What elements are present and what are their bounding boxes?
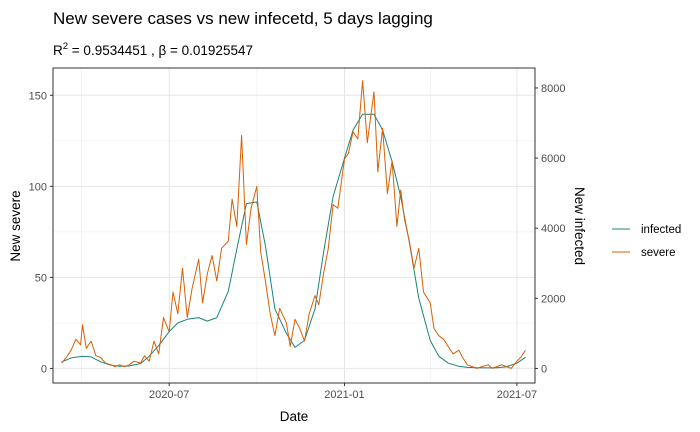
y-right-axis-title: New infected: [572, 187, 587, 265]
tick-label-right: 6000: [541, 153, 565, 165]
tick-label-right: 0: [541, 363, 547, 375]
chart-subtitle: R2 = 0.9534451 , β = 0.01925547: [53, 41, 253, 58]
grid-layer: [53, 68, 535, 383]
tick-label-x: 2021-07: [497, 389, 537, 401]
legend-label-severe: severe: [641, 247, 676, 259]
chart-title: New severe cases vs new infecetd, 5 days…: [53, 9, 433, 28]
tick-label-right: 2000: [541, 293, 565, 305]
series-layer: [61, 80, 526, 369]
tick-label-right: 4000: [541, 223, 565, 235]
series-line-severe: [61, 80, 526, 369]
tick-label-right: 8000: [541, 83, 565, 95]
tick-label-left: 100: [29, 181, 47, 193]
plot-background: [53, 68, 535, 383]
tick-label-x: 2020-07: [149, 389, 189, 401]
plot-border: [52, 67, 536, 384]
tick-label-x: 2021-01: [324, 389, 364, 401]
subtitle-beta: β = 0.01925547: [159, 43, 253, 58]
tick-label-left: 0: [41, 363, 47, 375]
ticks-layer: 0 50 100 150 0 2000 4000 6000 8000 2020-07 2021-01…: [29, 83, 566, 401]
tick-label-left: 150: [29, 90, 47, 102]
series-line-infected: [61, 113, 526, 369]
subtitle-r-label: R: [53, 43, 63, 58]
x-axis-title: Date: [280, 409, 309, 424]
subtitle-r-value: = 0.9534451 ,: [68, 43, 158, 58]
subtitle-r-sup: 2: [63, 41, 68, 52]
tick-label-left: 50: [35, 272, 47, 284]
legend-label-infected: infected: [641, 224, 681, 236]
y-left-axis-title: New severe: [8, 190, 23, 261]
legend: infected severe: [612, 224, 681, 259]
